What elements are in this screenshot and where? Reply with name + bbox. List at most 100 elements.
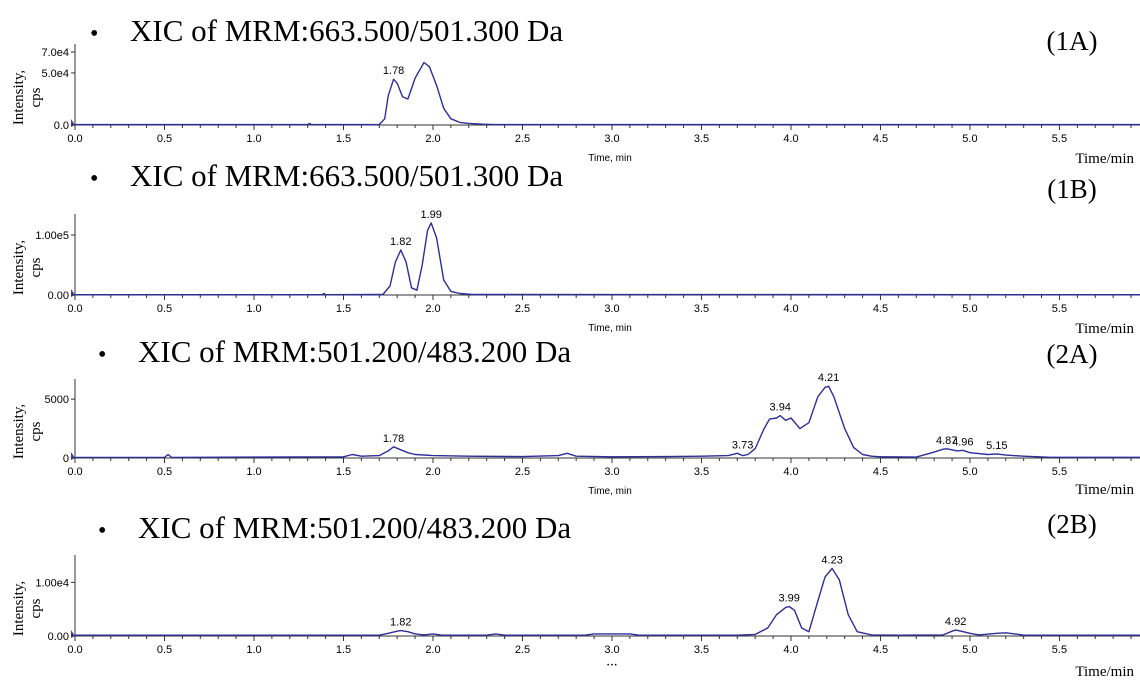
y-axis-unit: cps bbox=[28, 598, 44, 618]
origin-marker-icon bbox=[71, 119, 75, 127]
peak-label: 4.92 bbox=[945, 616, 966, 628]
x-tick-label: 2.0 bbox=[425, 644, 440, 656]
y-tick-label: 0.0 bbox=[54, 120, 69, 132]
y-tick-label: 5000 bbox=[45, 394, 69, 406]
x-tick-label: 1.5 bbox=[336, 644, 351, 656]
y-axis-label-group: Intensity, cps bbox=[11, 70, 44, 125]
peak-label: 1.82 bbox=[390, 617, 411, 629]
peak-label: 1.78 bbox=[383, 433, 404, 445]
x-tick-label: 2.0 bbox=[425, 303, 440, 315]
x-tick-label: 0.5 bbox=[157, 303, 172, 315]
peak-label: 4.23 bbox=[821, 555, 842, 567]
x-tick-label: 1.0 bbox=[246, 466, 261, 478]
x-tick-label: 3.5 bbox=[694, 466, 709, 478]
x-tick-label: 5.5 bbox=[1052, 303, 1067, 315]
origin-marker-icon bbox=[71, 452, 75, 460]
peak-label: 4.21 bbox=[818, 372, 839, 384]
peak-label: 3.99 bbox=[778, 593, 799, 605]
peak-label: 1.99 bbox=[420, 209, 441, 221]
x-tick-label: 0.0 bbox=[67, 644, 82, 656]
peak-label: 5.15 bbox=[986, 440, 1007, 452]
x-tick-label: 4.0 bbox=[783, 466, 798, 478]
x-tick-label: 0.5 bbox=[157, 133, 172, 145]
x-tick-label: 0.5 bbox=[157, 466, 172, 478]
x-tick-label: 3.0 bbox=[604, 303, 619, 315]
origin-marker-icon bbox=[71, 630, 75, 638]
y-tick-label: 0.00 bbox=[48, 290, 69, 302]
y-tick-label: 5.0e4 bbox=[41, 68, 69, 80]
heading-bullet: • bbox=[90, 166, 98, 192]
panel-label: (2B) bbox=[1047, 509, 1097, 539]
x-tick-label: 2.5 bbox=[515, 644, 530, 656]
chart-heading: XIC of MRM:501.200/483.200 Da bbox=[138, 510, 571, 545]
x-axis-label-right: Time/min bbox=[1075, 664, 1134, 680]
series-line bbox=[75, 385, 1140, 459]
x-tick-label: 2.5 bbox=[515, 133, 530, 145]
x-tick-label: 4.5 bbox=[873, 644, 888, 656]
chart-heading: XIC of MRM:501.200/483.200 Da bbox=[138, 334, 571, 369]
x-tick-label: 1.0 bbox=[246, 133, 261, 145]
x-tick-label: 5.0 bbox=[962, 466, 977, 478]
y-tick-label: 0 bbox=[63, 453, 69, 465]
peak-label: 1.78 bbox=[383, 65, 404, 77]
panel-label: (2A) bbox=[1047, 339, 1098, 369]
x-tick-label: 4.5 bbox=[873, 303, 888, 315]
y-axis-label: Intensity, bbox=[11, 70, 27, 125]
x-tick-label: 1.0 bbox=[246, 644, 261, 656]
chart-panel-3: • XIC of MRM:501.200/483.200 Da (2A) Intens… bbox=[11, 334, 1140, 498]
x-tick-label: 3.5 bbox=[694, 644, 709, 656]
series-line bbox=[75, 222, 1140, 296]
x-tick-label: 2.5 bbox=[515, 466, 530, 478]
heading-bullet: • bbox=[90, 21, 98, 47]
x-tick-label: 3.5 bbox=[694, 133, 709, 145]
x-axis-label: Time, min bbox=[588, 153, 632, 164]
x-axis-label-right: Time/min bbox=[1075, 321, 1134, 337]
x-axis-label: Time, min bbox=[588, 323, 632, 334]
peak-label: 1.82 bbox=[390, 236, 411, 248]
y-axis-unit: cps bbox=[28, 257, 44, 277]
x-tick-label: 1.5 bbox=[336, 303, 351, 315]
chart-heading: XIC of MRM:663.500/501.300 Da bbox=[130, 158, 563, 193]
x-tick-label: 1.5 bbox=[336, 133, 351, 145]
x-tick-label: 3.0 bbox=[604, 644, 619, 656]
x-tick-label: 5.5 bbox=[1052, 466, 1067, 478]
y-tick-label: 0.00 bbox=[48, 631, 69, 643]
x-tick-label: 5.0 bbox=[962, 303, 977, 315]
x-tick-label: 0.0 bbox=[67, 133, 82, 145]
chart-panel-4: • XIC of MRM:501.200/483.200 Da (2B) Intens… bbox=[11, 509, 1140, 680]
chart-heading: XIC of MRM:663.500/501.300 Da bbox=[130, 13, 563, 48]
x-tick-label: 4.5 bbox=[873, 466, 888, 478]
y-axis-label-group: Intensity, cps bbox=[11, 240, 44, 295]
peak-label: 4.87 bbox=[936, 435, 957, 447]
x-tick-label: 3.0 bbox=[604, 133, 619, 145]
x-tick-label: 3.0 bbox=[604, 466, 619, 478]
x-axis-label-right: Time/min bbox=[1075, 151, 1134, 167]
x-tick-label: 3.5 bbox=[694, 303, 709, 315]
x-tick-label: 1.0 bbox=[246, 303, 261, 315]
heading-bullet: • bbox=[98, 342, 106, 368]
x-tick-label: 4.0 bbox=[783, 303, 798, 315]
x-tick-label: 5.5 bbox=[1052, 644, 1067, 656]
peak-label: 4.96 bbox=[952, 436, 973, 448]
y-axis-label-group: Intensity, cps bbox=[11, 404, 44, 459]
series-line bbox=[75, 61, 1140, 126]
x-tick-label: 5.0 bbox=[962, 644, 977, 656]
y-axis-label: Intensity, bbox=[11, 240, 27, 295]
panel-label: (1B) bbox=[1047, 174, 1097, 204]
x-tick-label: 0.0 bbox=[67, 303, 82, 315]
x-tick-label: 0.0 bbox=[67, 466, 82, 478]
y-axis-label: Intensity, bbox=[11, 404, 27, 459]
peak-label: 3.73 bbox=[732, 439, 753, 451]
x-axis-label-right: Time/min bbox=[1075, 482, 1134, 498]
x-tick-label: 5.0 bbox=[962, 133, 977, 145]
x-tick-label: 4.0 bbox=[783, 133, 798, 145]
x-tick-label: 2.5 bbox=[515, 303, 530, 315]
origin-marker-icon bbox=[71, 289, 75, 297]
y-axis-unit: cps bbox=[28, 87, 44, 107]
cropped-x-label: • • • bbox=[607, 663, 617, 669]
x-tick-label: 0.5 bbox=[157, 644, 172, 656]
y-axis-label-group: Intensity, cps bbox=[11, 581, 44, 636]
x-tick-label: 4.5 bbox=[873, 133, 888, 145]
chart-panel-1: • XIC of MRM:663.500/501.300 Da (1A) Intens… bbox=[11, 13, 1140, 167]
x-tick-label: 4.0 bbox=[783, 644, 798, 656]
